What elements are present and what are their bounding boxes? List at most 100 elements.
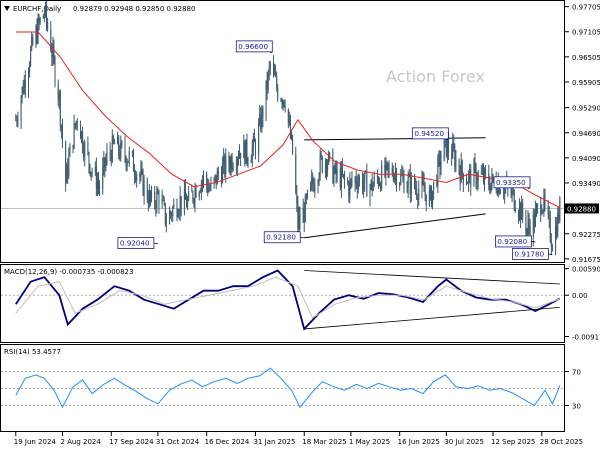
candle-body <box>60 125 62 129</box>
candle-body <box>217 170 219 175</box>
candle-body <box>342 174 344 176</box>
macd-title: MACD(12,26,9) -0.000735 -0.000823 <box>4 268 133 276</box>
candle-body <box>396 172 398 186</box>
candle-body <box>556 225 558 237</box>
candle-body <box>163 200 165 204</box>
candle-body <box>251 146 253 160</box>
annotation-leader <box>153 242 158 244</box>
candle-body <box>447 140 449 153</box>
candle-body <box>388 167 390 169</box>
candle-body <box>401 174 403 176</box>
candle-body <box>381 164 383 190</box>
candle-body <box>81 131 83 140</box>
candle-body <box>149 191 151 199</box>
candle-body <box>511 190 513 195</box>
candle-body <box>399 183 401 186</box>
candle-body <box>540 205 542 215</box>
candle-body <box>288 121 290 123</box>
candle-body <box>326 161 328 170</box>
candle-body <box>187 199 189 208</box>
candle-body <box>69 144 71 157</box>
candle-body <box>424 191 426 195</box>
candle-body <box>400 174 402 184</box>
candle-body <box>222 164 224 183</box>
candle-body <box>299 215 301 223</box>
candle-body <box>402 175 404 177</box>
candle-body <box>387 163 389 169</box>
candle-body <box>543 195 545 211</box>
candle-body <box>231 157 233 169</box>
candle-body <box>393 174 395 180</box>
current-price-label: 0.92880 <box>567 205 596 213</box>
candle-body <box>358 177 360 182</box>
candle-body <box>22 87 24 93</box>
candle-body <box>484 169 486 182</box>
candle-body <box>106 151 108 161</box>
candle-body <box>83 149 85 157</box>
macd-trendline <box>304 270 560 285</box>
candle-body <box>499 192 501 194</box>
candle-body <box>90 171 92 175</box>
candle-body <box>551 246 553 251</box>
y-tick-label: 0.91675 <box>572 256 600 264</box>
candle-body <box>117 136 119 145</box>
candle-body <box>406 187 408 192</box>
macd-axis: 0.005907 0.00 -0.009175 <box>565 266 600 341</box>
candle-body <box>68 156 70 177</box>
candle-body <box>260 114 262 130</box>
candle-body <box>59 92 61 126</box>
candle-body <box>423 183 425 192</box>
candle-body <box>476 181 478 184</box>
candle-body <box>98 181 100 186</box>
candle-body <box>438 156 440 158</box>
candle-body <box>265 80 267 118</box>
annotation-label: 0.92080 <box>497 237 527 246</box>
candle-body <box>173 203 175 208</box>
candle-body <box>275 75 277 77</box>
candle-body <box>417 196 419 200</box>
candle-body <box>547 205 549 214</box>
candle-body <box>385 161 387 176</box>
candle-body <box>120 141 122 158</box>
rsi-axis: 70 30 <box>565 369 581 411</box>
annotation-leader <box>548 253 553 255</box>
price-moving-average <box>15 31 561 209</box>
candle-body <box>73 123 75 148</box>
candle-body <box>261 108 263 130</box>
ohlc-values: 0.92879 0.92948 0.92850 0.92880 <box>73 5 195 13</box>
candle-body <box>57 83 59 100</box>
candle-body <box>36 28 38 42</box>
candle-body <box>76 121 78 123</box>
candle-body <box>17 120 19 122</box>
candle-body <box>415 187 417 189</box>
annotation-box <box>235 40 273 53</box>
candle-body <box>303 208 305 222</box>
candle-body <box>376 176 378 179</box>
candle-body <box>394 172 396 175</box>
candle-body <box>422 179 424 184</box>
candle-body <box>215 174 217 185</box>
candle-body <box>528 220 530 227</box>
candle-body <box>112 136 114 143</box>
x-tick-label: 16 Jun 2025 <box>398 438 440 446</box>
candle-body <box>246 139 248 160</box>
candle-body <box>319 154 321 176</box>
y-tick-label: 0.95905 <box>572 79 600 87</box>
candle-body <box>340 167 342 188</box>
price-header: EURCHF,Daily 0.92879 0.92948 0.92850 0.9… <box>4 5 195 13</box>
candle-body <box>473 162 475 187</box>
candle-body <box>164 203 166 224</box>
candle-body <box>171 213 173 217</box>
candle-body <box>43 13 45 16</box>
candle-body <box>490 182 492 192</box>
candle-body <box>305 196 307 198</box>
candle-body <box>111 136 113 162</box>
candle-body <box>364 172 366 184</box>
candle-body <box>165 223 167 225</box>
candle-body <box>179 196 181 212</box>
candle-body <box>559 198 561 221</box>
candle-body <box>245 139 247 164</box>
candle-body <box>128 151 130 162</box>
candle-body <box>282 100 284 104</box>
